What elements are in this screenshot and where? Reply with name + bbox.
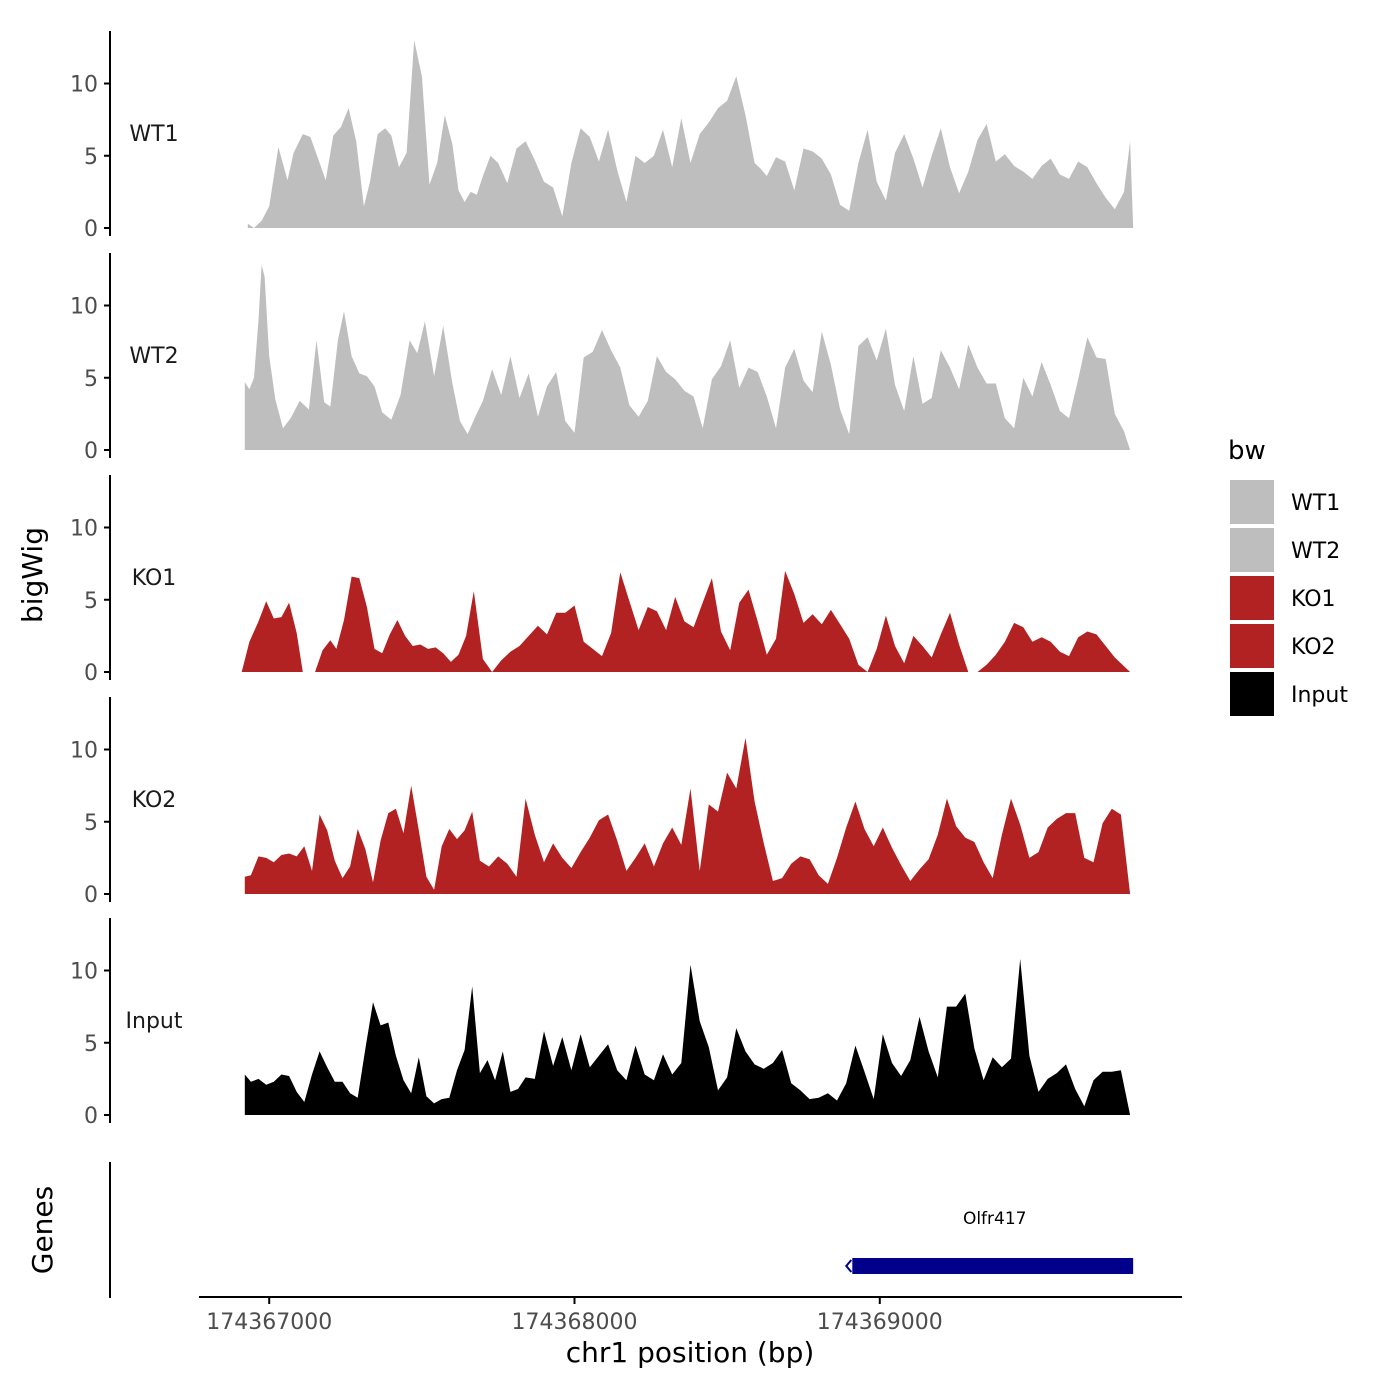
legend-label-wt1: WT1	[1291, 491, 1340, 516]
legend-label-input: Input	[1291, 683, 1348, 708]
y-tick-label: 10	[70, 960, 98, 985]
y-tick-label: 5	[84, 1032, 98, 1057]
y-tick-label: 0	[84, 1104, 98, 1129]
track-label-ko2: KO2	[132, 788, 177, 813]
y-tick-label: 10	[70, 517, 98, 542]
tracks-layer: 0 5 10 WT1 0 5 10 WT2 0 5 10 KO1 0 5 10 KO2 0 5 10 Input	[70, 31, 1134, 1129]
track-label-input: Input	[126, 1009, 183, 1034]
y-tick-label: 0	[84, 661, 98, 686]
track-panel-ko2: 0 5 10 KO2	[70, 697, 1131, 908]
legend-label-ko2: KO2	[1291, 635, 1336, 660]
coverage-area-wt1	[247, 40, 1134, 229]
y-tick-label: 0	[84, 883, 98, 908]
y-tick-label: 5	[84, 589, 98, 614]
coverage-area-input	[244, 958, 1131, 1115]
track-panel-ko1: 0 5 10 KO1	[70, 475, 1131, 686]
legend: bw WT1 WT2 KO1 KO2 Input	[1228, 436, 1348, 716]
x-axis: chr1 position (bp) 174367000 174368000 174…	[199, 1296, 1182, 1369]
y-tick-label: 5	[84, 145, 98, 170]
y-tick-label: 10	[70, 73, 98, 98]
x-axis-title: chr1 position (bp)	[566, 1336, 815, 1369]
legend-label-ko1: KO1	[1291, 587, 1336, 612]
coverage-area-ko1	[241, 570, 1131, 672]
x-tick-label: 174367000	[206, 1310, 332, 1335]
legend-swatch-wt2	[1230, 528, 1274, 572]
track-panel-wt2: 0 5 10 WT2	[70, 253, 1131, 464]
gene-label-olfr417: Olfr417	[963, 1209, 1027, 1229]
coverage-area-ko2	[244, 737, 1131, 894]
y-tick-label: 10	[70, 739, 98, 764]
x-tick-label: 174368000	[512, 1310, 638, 1335]
strand-arrow-icon	[844, 1259, 853, 1273]
y-axis-title: bigWig	[16, 527, 49, 623]
y-tick-label: 10	[70, 295, 98, 320]
genes-label: Genes	[26, 1186, 59, 1274]
y-tick-label: 5	[84, 811, 98, 836]
track-label-ko1: KO1	[132, 566, 177, 591]
legend-title: bw	[1228, 436, 1266, 466]
track-panel-input: 0 5 10 Input	[70, 918, 1131, 1129]
legend-label-wt2: WT2	[1291, 539, 1340, 564]
gene-body-olfr417	[852, 1258, 1134, 1274]
track-label-wt1: WT1	[129, 122, 178, 147]
track-panel-wt1: 0 5 10 WT1	[70, 31, 1134, 242]
y-tick-label: 0	[84, 217, 98, 242]
legend-swatch-input	[1230, 672, 1274, 716]
x-tick-label: 174369000	[817, 1310, 943, 1335]
legend-swatch-wt1	[1230, 480, 1274, 524]
legend-swatch-ko2	[1230, 624, 1274, 668]
track-label-wt2: WT2	[129, 344, 178, 369]
y-tick-label: 0	[84, 439, 98, 464]
genes-panel: Genes Olfr417	[26, 1162, 1134, 1298]
coverage-area-wt2	[244, 265, 1131, 450]
y-tick-label: 5	[84, 367, 98, 392]
legend-swatch-ko1	[1230, 576, 1274, 620]
